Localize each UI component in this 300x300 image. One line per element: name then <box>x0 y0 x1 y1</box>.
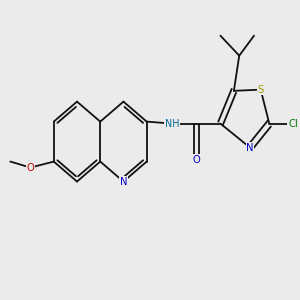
Text: O: O <box>192 154 200 165</box>
Text: Cl: Cl <box>289 118 298 129</box>
Text: methoxy: methoxy <box>3 159 9 160</box>
Text: O: O <box>27 163 34 172</box>
Text: N: N <box>246 142 254 153</box>
Text: S: S <box>258 85 264 94</box>
Text: NH: NH <box>165 118 179 129</box>
Text: N: N <box>120 176 127 187</box>
